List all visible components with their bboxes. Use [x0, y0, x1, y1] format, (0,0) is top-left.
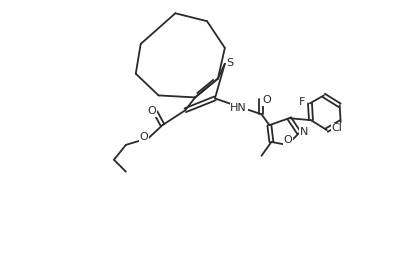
Text: Cl: Cl	[331, 123, 342, 133]
Text: HN: HN	[230, 103, 247, 113]
Text: O: O	[139, 132, 148, 142]
Text: O: O	[284, 135, 293, 145]
Text: O: O	[262, 95, 271, 105]
Text: F: F	[299, 97, 305, 107]
Text: N: N	[300, 127, 308, 137]
Text: O: O	[147, 106, 156, 116]
Text: S: S	[226, 58, 234, 68]
